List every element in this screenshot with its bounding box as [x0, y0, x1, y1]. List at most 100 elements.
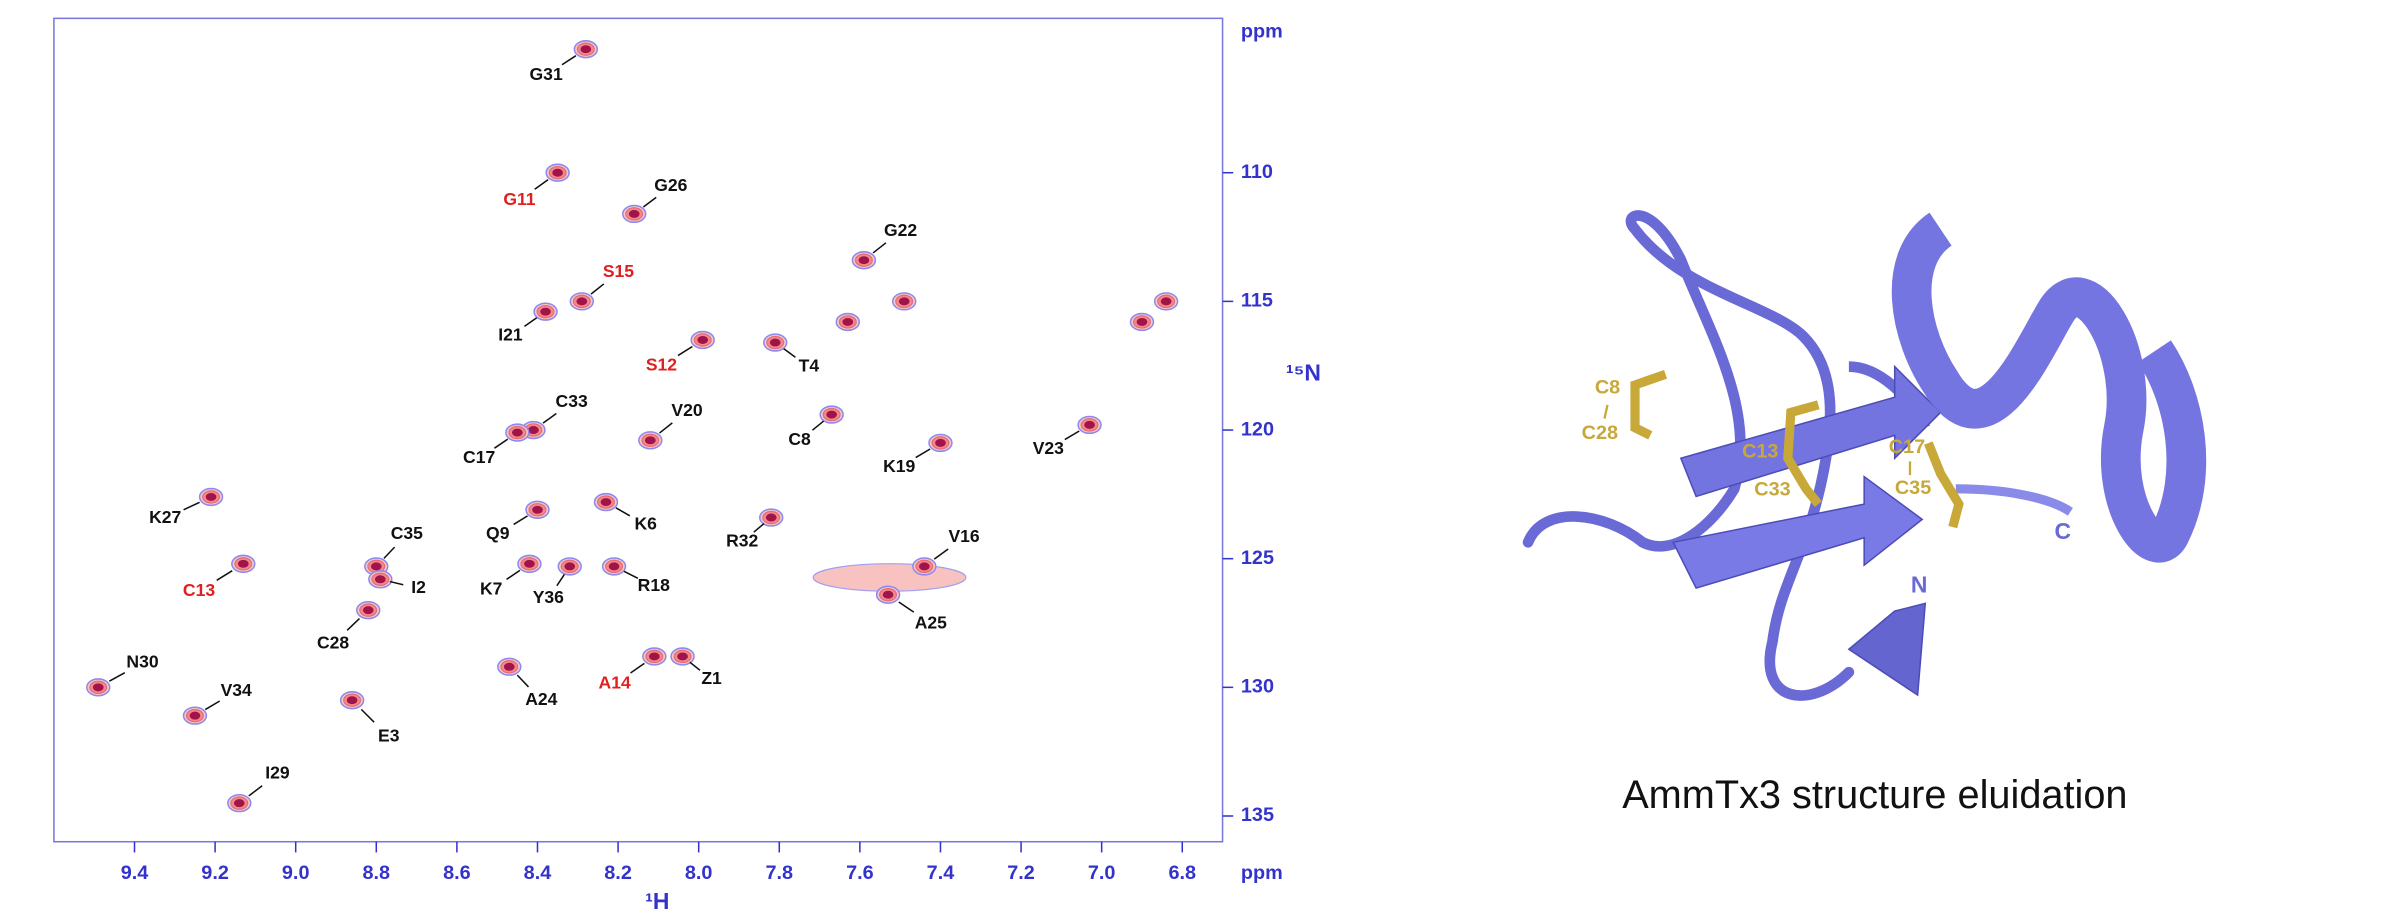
peak-leader — [556, 574, 566, 587]
peak — [601, 557, 627, 576]
peak — [86, 678, 111, 697]
disulfide — [1783, 400, 1822, 507]
peak-leader — [108, 672, 126, 682]
peak-core — [919, 562, 930, 571]
protein-structure: C8 C28 C13 C33 C17 C35 N C AmmTx3 struct… — [1522, 210, 2207, 817]
peak-leader — [183, 501, 200, 511]
peak — [569, 292, 595, 311]
peak-label: I29 — [265, 763, 290, 783]
peak-leader — [623, 570, 639, 580]
peak-core — [576, 297, 588, 306]
peak — [891, 292, 917, 311]
x-tick-label: 7.6 — [846, 862, 874, 884]
plot-frame — [53, 17, 1224, 843]
peak-leader — [615, 507, 631, 517]
peak-core — [528, 426, 539, 435]
peak-leader — [898, 601, 915, 613]
peak-leader — [542, 412, 557, 424]
peak-leader — [1064, 430, 1080, 441]
peak-label: Z1 — [701, 668, 722, 688]
peak-core — [842, 317, 854, 326]
peak-label: G31 — [530, 64, 563, 84]
peak — [517, 554, 542, 573]
peak-core — [92, 683, 104, 692]
peak-leader — [659, 422, 673, 434]
peak-leader — [506, 569, 521, 581]
peak — [356, 600, 381, 620]
peak-label: I21 — [498, 325, 523, 345]
peak-label: S15 — [603, 261, 634, 281]
peak-label: A25 — [915, 612, 947, 632]
peak — [182, 706, 208, 725]
structure-label: C13 — [1742, 440, 1778, 462]
c-terminus-label: C — [2054, 518, 2071, 544]
x-tick-label: 8.2 — [604, 862, 632, 884]
x-tick-label: 8.8 — [362, 862, 390, 884]
peak-core — [826, 410, 838, 419]
peak-leader — [534, 178, 549, 190]
y-unit: ppm — [1241, 20, 1283, 42]
peak — [642, 647, 667, 666]
y-tick-label: 110 — [1241, 161, 1273, 183]
peak — [533, 302, 558, 321]
peak-leader — [383, 546, 396, 559]
peak-core — [532, 505, 543, 514]
peak — [497, 657, 522, 676]
y-tick-label: 130 — [1241, 676, 1274, 698]
peak — [231, 554, 256, 573]
peak-label: R18 — [638, 575, 670, 595]
peak-leader — [493, 438, 509, 449]
peak-core — [503, 662, 515, 671]
peak-leader — [204, 700, 221, 711]
peak — [545, 163, 570, 182]
x-tick-label: 7.2 — [1007, 862, 1035, 884]
peak-label: C13 — [183, 580, 215, 600]
alpha-helix — [1891, 212, 2207, 563]
n-terminus-label: N — [1911, 572, 1928, 598]
peak-core — [898, 297, 910, 306]
peak — [912, 557, 937, 576]
peak — [1077, 415, 1102, 435]
beta-strand — [1679, 364, 1942, 498]
y-tick-label: 125 — [1241, 547, 1274, 569]
peak-label: K7 — [480, 578, 502, 598]
x-tick-label: 7.0 — [1088, 862, 1116, 884]
peak-leader — [933, 548, 949, 560]
peak-leader — [516, 674, 530, 688]
peak-core — [858, 256, 870, 265]
peak-label: K19 — [883, 456, 915, 476]
peak-core — [765, 513, 777, 522]
y-axis-title: ¹⁵N — [1286, 359, 1321, 385]
peak-leader — [630, 662, 645, 674]
peak-label: E3 — [378, 726, 400, 746]
x-axis-title: ¹H — [645, 888, 669, 912]
x-tick-label: 9.4 — [121, 862, 149, 884]
label-connector — [1603, 404, 1609, 419]
peak — [525, 500, 550, 519]
peak-leader — [689, 661, 701, 671]
x-tick-label: 8.4 — [524, 862, 552, 884]
structure-label: C28 — [1582, 422, 1618, 444]
disulfide — [1630, 369, 1668, 440]
peak — [670, 647, 695, 666]
peak — [758, 508, 784, 527]
peak-label: C33 — [556, 391, 588, 411]
structure-label: C17 — [1889, 436, 1925, 458]
peak-label: N30 — [126, 652, 158, 672]
peak-label: C17 — [463, 447, 495, 467]
peak-leader — [248, 785, 263, 797]
peak — [227, 793, 252, 813]
peak-label: Y36 — [533, 587, 564, 607]
peak-core — [370, 562, 382, 571]
structure-label: C8 — [1595, 376, 1620, 398]
structure-label: C33 — [1754, 479, 1790, 501]
y-tick-label: 115 — [1241, 290, 1273, 312]
peak — [339, 691, 365, 710]
peak-leader — [872, 242, 887, 254]
peak — [593, 492, 619, 512]
peak-core — [346, 696, 358, 705]
peak-core — [237, 559, 249, 568]
caption: AmmTx3 structure eluidation — [1622, 773, 2127, 817]
peak-core — [189, 711, 201, 720]
